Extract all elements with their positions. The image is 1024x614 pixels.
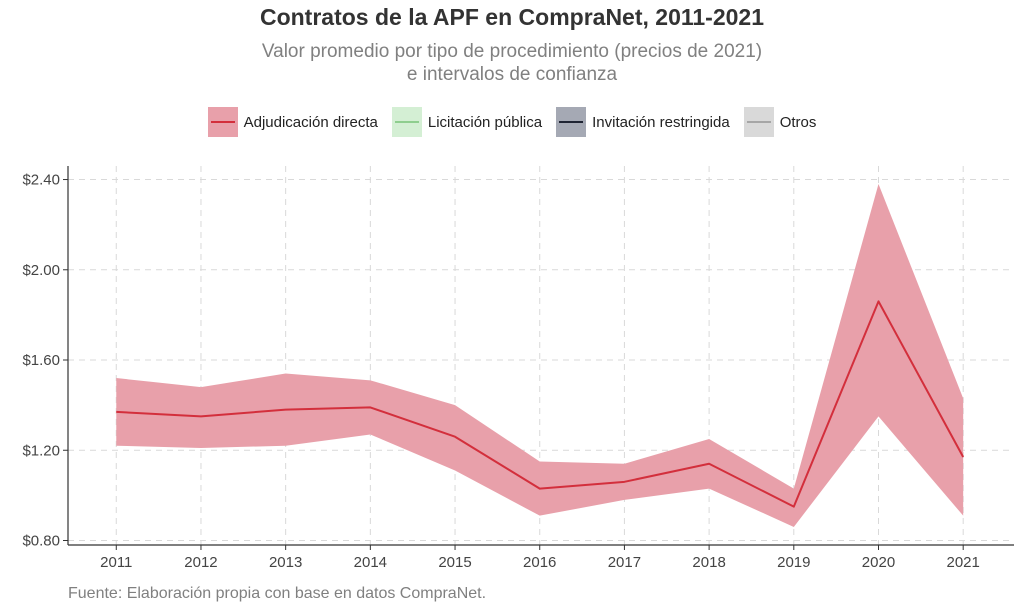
y-tick-label: $1.60 [22, 352, 60, 369]
legend-item-adjudicacion: Adjudicación directa [207, 107, 378, 137]
legend-item-invitacion: Invitación restringida [556, 107, 730, 137]
x-tick-label: 2014 [354, 554, 387, 571]
series-lines [116, 300, 965, 508]
x-tick-label: 2012 [184, 554, 217, 571]
legend-label-invitacion: Invitación restringida [592, 113, 730, 131]
x-tick-label: 2011 [100, 554, 132, 571]
x-tick-label: 2021 [946, 554, 979, 571]
confidence-band [116, 184, 964, 527]
x-tick-label: 2017 [608, 554, 641, 571]
grid [68, 166, 1014, 545]
x-tick-label: 2013 [269, 554, 302, 571]
legend-item-otros: Otros [743, 107, 817, 137]
axes [63, 166, 1014, 550]
legend-key-otros [743, 107, 774, 137]
x-tick-label: 2015 [438, 554, 471, 571]
x-tick-label: 2020 [862, 554, 895, 571]
subtitle-line-2: e intervalos de confianza [406, 64, 618, 85]
x-tick-label: 2016 [523, 554, 556, 571]
legend-key-invitacion [556, 107, 587, 137]
legend-label-licitacion: Licitación pública [427, 113, 543, 131]
y-tick-label: $2.40 [22, 172, 60, 189]
legend-label-adjudicacion: Adjudicación directa [243, 113, 378, 131]
legend: Adjudicación directa Licitación pública … [0, 106, 1024, 138]
x-tick-label: 2018 [692, 554, 725, 571]
y-tick-label: $0.80 [22, 532, 60, 549]
subtitle-line-1: Valor promedio por tipo de procedimiento… [261, 41, 763, 62]
legend-key-adjudicacion [207, 107, 238, 137]
y-tick-label: $1.20 [22, 442, 60, 459]
source-note: Fuente: Elaboración propia con base en d… [68, 585, 487, 602]
legend-key-licitacion [391, 107, 422, 137]
chart-title: Contratos de la APF en CompraNet, 2011-2… [259, 4, 765, 30]
legend-label-otros: Otros [779, 113, 817, 131]
legend-item-licitacion: Licitación pública [391, 107, 543, 137]
x-tick-labels: 2011 2012 2013 2014 2015 2016 2017 2018 2019 2020… [100, 554, 980, 571]
chart-subtitle: Valor promedio por tipo de procedimiento… [0, 40, 1024, 86]
confidence-bands [116, 184, 964, 527]
y-tick-label: $2.00 [22, 262, 60, 279]
x-tick-label: 2019 [777, 554, 810, 571]
y-tick-labels: $0.80 $1.20 $1.60 $2.00 $2.40 [22, 172, 60, 550]
